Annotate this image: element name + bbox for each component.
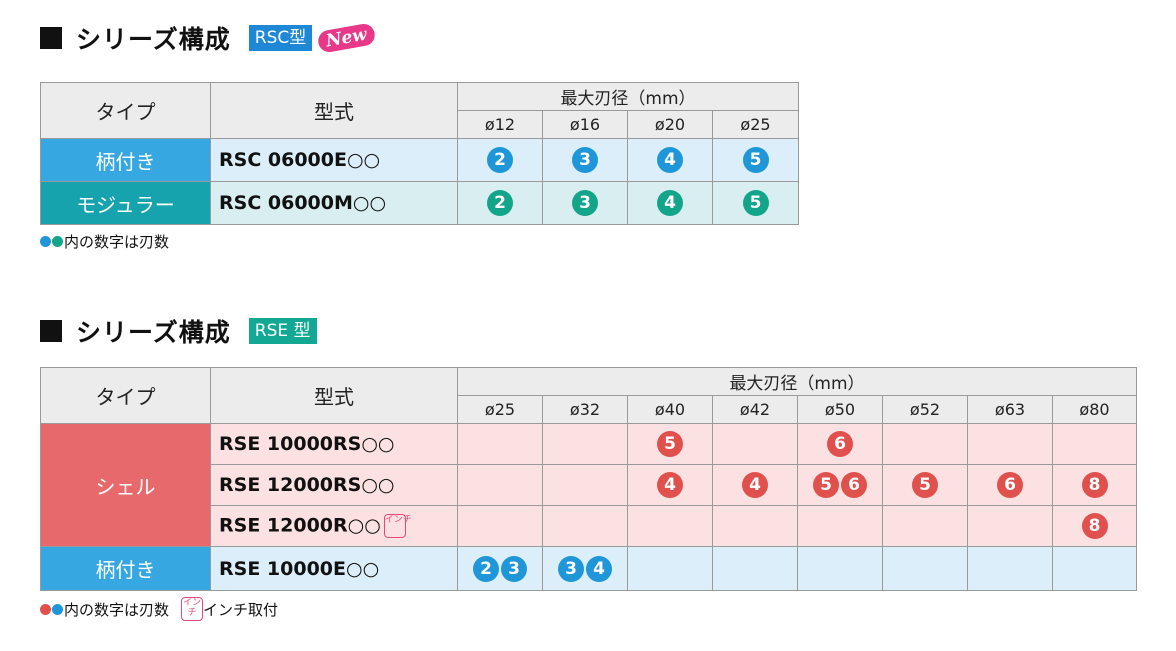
teal-dot-icon — [52, 236, 63, 247]
teeth-count-badge: 5 — [657, 431, 683, 457]
rse-heading: シリーズ構成 RSE 型 — [40, 313, 1137, 349]
red-dot-icon — [40, 603, 51, 615]
new-badge: New — [316, 22, 377, 54]
model-cell: RSE 10000RS○○ — [210, 423, 458, 465]
note-text: 内の数字は刃数 — [64, 233, 170, 251]
teeth-count-badge: 5 — [742, 147, 769, 173]
rsc-table: タイプ 型式 最大刃径（mm） ø12 ø16 ø20 ø25 柄付き RSC … — [40, 82, 799, 225]
inch-icon: インチ — [383, 514, 412, 538]
teeth-count-badge: 2 — [487, 147, 513, 173]
diameter-col: ø16 — [542, 110, 628, 139]
teeth-count-badge: 4 — [657, 147, 683, 173]
teeth-count-badge: 4 — [742, 472, 768, 498]
diameter-col: ø32 — [542, 395, 628, 424]
header-diameter: 最大刃径（mm） — [457, 82, 799, 111]
teeth-count-badge: 5 — [912, 472, 938, 498]
table-row: 柄付き RSC 06000E○○ 2 3 4 5 — [40, 138, 799, 182]
diameter-col: ø50 — [797, 395, 883, 424]
teeth-count-badge: 4 — [586, 555, 612, 582]
diameter-col: ø52 — [882, 395, 968, 424]
diameter-col: ø80 — [1052, 395, 1137, 424]
header-type: タイプ — [40, 82, 211, 139]
teeth-count-badge: 2 — [487, 190, 513, 216]
rsc-note: 内の数字は刃数 — [40, 231, 799, 252]
square-bullet-icon — [40, 320, 62, 342]
teeth-count-badge: 3 — [572, 147, 598, 173]
diameter-col: ø25 — [457, 395, 543, 424]
model-cell: RSC 06000E○○ — [210, 138, 458, 182]
model-cell: RSE 12000RS○○ — [210, 464, 458, 506]
model-cell: RSE 10000E○○ — [210, 546, 458, 591]
teeth-count-badge: 6 — [827, 431, 853, 457]
table-row: モジュラー RSC 06000M○○ 2 3 4 5 — [40, 181, 799, 225]
diameter-col: ø42 — [712, 395, 798, 424]
header-model: 型式 — [210, 367, 458, 424]
teeth-count-badge: 4 — [657, 472, 683, 498]
square-bullet-icon — [40, 27, 62, 49]
model-cell: RSC 06000M○○ — [210, 181, 458, 225]
diameter-col: ø25 — [712, 110, 799, 139]
blue-dot-icon — [52, 603, 63, 615]
category-cell: 柄付き — [40, 138, 211, 182]
header-diameter: 最大刃径（mm） — [457, 367, 1137, 396]
blue-dot-icon — [40, 236, 51, 247]
teeth-count-badge: 3 — [501, 555, 527, 582]
teeth-count-badge: 8 — [1081, 472, 1108, 498]
diameter-col: ø12 — [457, 110, 543, 139]
teeth-count-badge: 8 — [1081, 513, 1108, 539]
rsc-heading: シリーズ構成 RSC型 New — [40, 20, 799, 56]
teeth-count-badge: 6 — [997, 472, 1023, 498]
teeth-count-badge: 3 — [572, 190, 598, 216]
teeth-count-badge: 4 — [657, 190, 683, 216]
inch-note-text: インチ取付 — [203, 600, 279, 619]
header-type: タイプ — [40, 367, 211, 424]
table-row: シェル RSE 10000RS○○ 5 6 — [40, 423, 1137, 547]
diameter-col: ø20 — [627, 110, 713, 139]
teeth-count-badge: 6 — [841, 472, 867, 498]
rse-title: シリーズ構成 — [76, 318, 231, 347]
diameter-col: ø40 — [627, 395, 713, 424]
teeth-count-badge: 5 — [813, 472, 839, 498]
category-cell: モジュラー — [40, 181, 211, 225]
rse-type-tag: RSE 型 — [248, 318, 317, 344]
model-cell: RSE 12000R○○ — [219, 514, 381, 537]
category-cell: 柄付き — [40, 546, 211, 591]
rsc-title: シリーズ構成 — [76, 25, 231, 54]
header-model: 型式 — [210, 82, 458, 139]
teeth-count-badge: 3 — [558, 555, 584, 582]
teeth-count-badge: 5 — [742, 190, 769, 216]
rse-section: シリーズ構成 RSE 型 タイプ 型式 最大刃径（mm） ø25 ø32 ø40… — [40, 313, 1137, 621]
diameter-col: ø63 — [967, 395, 1053, 424]
teeth-count-badge: 2 — [473, 555, 499, 582]
rsc-section: シリーズ構成 RSC型 New タイプ 型式 最大刃径（mm） ø12 ø16 … — [40, 20, 799, 252]
rse-table: タイプ 型式 最大刃径（mm） ø25 ø32 ø40 ø42 ø50 ø52 … — [40, 367, 1137, 591]
category-cell: シェル — [40, 423, 211, 547]
note-text: 内の数字は刃数 — [64, 600, 170, 619]
rsc-type-tag: RSC型 — [248, 25, 313, 51]
rse-note: 内の数字は刃数 インチ インチ取付 — [40, 597, 1137, 621]
inch-icon: インチ — [181, 597, 204, 621]
table-row: RSE 12000R○○ インチ 8 — [41, 505, 1137, 547]
